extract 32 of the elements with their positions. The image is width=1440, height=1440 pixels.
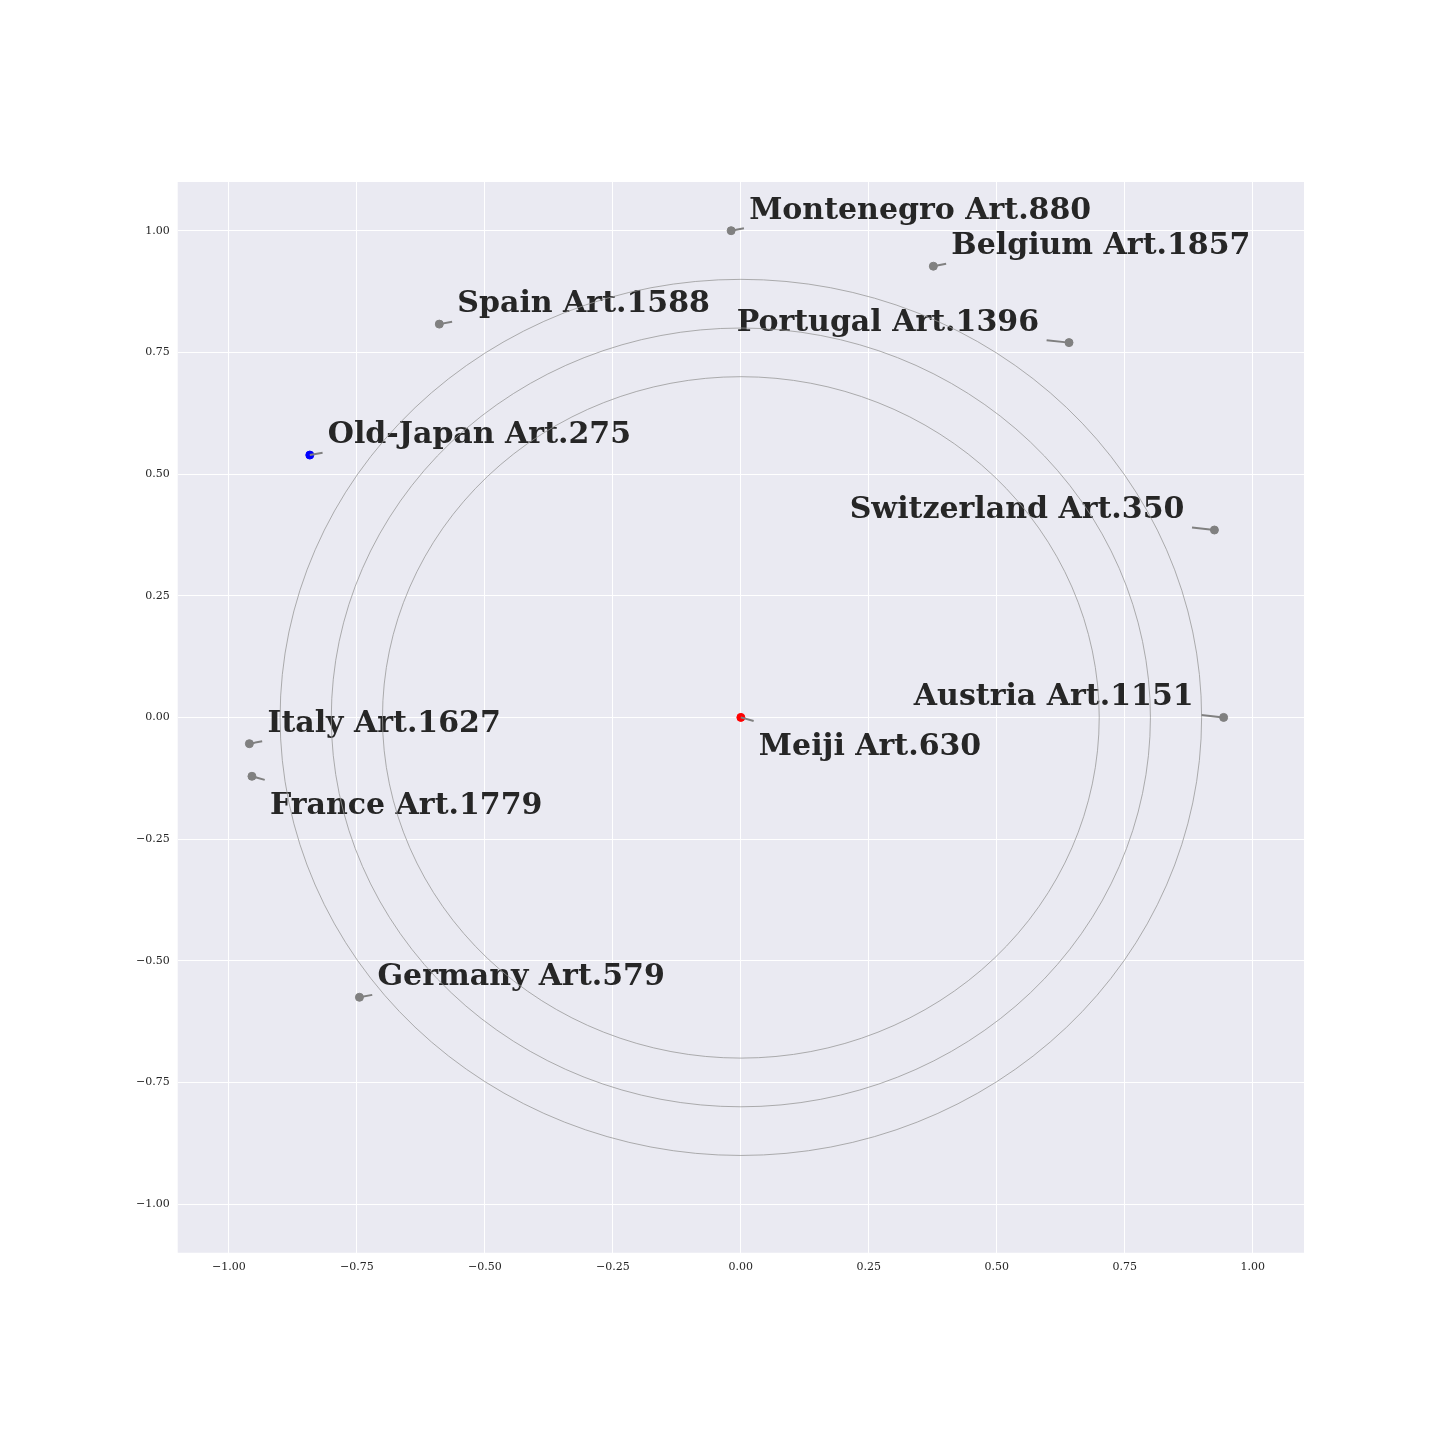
annotation: Old-Japan Art.275 <box>327 415 632 451</box>
annotation: Meiji Art.630 <box>758 727 982 763</box>
y-tick-label: 0.50 <box>145 466 170 480</box>
y-tick-label: 0.00 <box>145 710 170 724</box>
point <box>247 771 257 781</box>
x-tick-label: 0.50 <box>984 1260 1010 1274</box>
annotation: Spain Art.1588 <box>457 284 710 320</box>
annotation: Italy Art.1627 <box>267 703 501 739</box>
x-tick-label: 0.25 <box>856 1260 882 1274</box>
annotation: Montenegro Art.880 <box>749 190 1092 226</box>
point <box>244 739 254 749</box>
y-tick-label: −0.25 <box>135 831 170 845</box>
x-tick-label: 1.00 <box>1240 1260 1266 1274</box>
y-tick-label: 0.25 <box>145 588 170 602</box>
x-tick-label: −0.50 <box>468 1260 502 1274</box>
y-tick-label: 1.00 <box>145 223 170 237</box>
annotation: Germany Art.579 <box>377 957 665 993</box>
annotation: Switzerland Art.350 <box>849 490 1185 526</box>
y-tick-label: −1.00 <box>135 1196 170 1210</box>
annotation: Portugal Art.1396 <box>736 302 1040 338</box>
y-tick-label: −0.75 <box>135 1075 170 1089</box>
x-tick-label: −0.75 <box>340 1260 374 1274</box>
annotation: Austria Art.1151 <box>912 677 1194 713</box>
x-tick-label: −1.00 <box>212 1260 246 1274</box>
y-tick-label: −0.50 <box>135 953 170 967</box>
x-tick-label: −0.25 <box>596 1260 630 1274</box>
x-tick-label: 0.75 <box>1112 1260 1138 1274</box>
annotation: France Art.1779 <box>269 786 543 822</box>
y-tick-label: 0.75 <box>145 345 170 359</box>
point <box>1219 712 1229 722</box>
x-tick-label: 0.00 <box>728 1260 754 1274</box>
annotation: Belgium Art.1857 <box>951 226 1251 262</box>
